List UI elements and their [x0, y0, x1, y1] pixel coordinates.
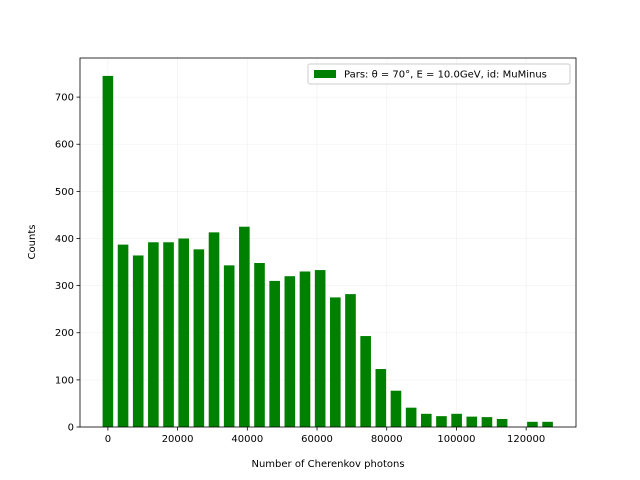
bar: [436, 416, 447, 427]
bar: [102, 75, 114, 427]
x-tick-label: 120000: [507, 434, 545, 445]
bar: [496, 418, 508, 427]
y-axis-label: Counts: [27, 225, 38, 260]
y-tick-label: 400: [55, 234, 74, 245]
bar: [390, 390, 402, 427]
y-tick-label: 100: [55, 375, 74, 386]
bar: [254, 263, 265, 427]
y-tick-label: 700: [55, 93, 74, 104]
bar: [330, 297, 341, 427]
bar: [542, 421, 553, 427]
bar: [360, 336, 371, 427]
bar: [223, 265, 235, 427]
x-tick-label: 60000: [301, 434, 333, 445]
bar: [208, 232, 220, 427]
y-tick-label: 500: [55, 187, 74, 198]
bar: [193, 249, 205, 427]
bar: [481, 417, 493, 427]
bar: [148, 242, 159, 427]
legend-frame: [307, 63, 571, 85]
bar: [163, 242, 174, 427]
x-tick-label: 40000: [231, 434, 263, 445]
x-tick-label: 100000: [437, 434, 475, 445]
bar: [345, 294, 356, 427]
bar: [284, 276, 296, 427]
bar: [117, 244, 129, 427]
bar: [420, 413, 432, 427]
bar: [451, 413, 462, 427]
bar: [527, 421, 538, 427]
bar: [466, 416, 478, 427]
bar: [132, 255, 144, 427]
y-tick-label: 0: [68, 423, 74, 434]
axes-frame: [79, 57, 577, 428]
bar: [269, 280, 280, 427]
legend: Pars: θ = 70°, E = 10.0GeV, id: MuMinus: [307, 63, 571, 85]
y-tick-label: 200: [55, 328, 74, 339]
bar: [375, 369, 387, 427]
legend-label: Pars: θ = 70°, E = 10.0GeV, id: MuMinus: [344, 70, 547, 81]
legend-swatch: [314, 70, 336, 78]
x-tick-label: 80000: [371, 434, 403, 445]
y-tick-label: 300: [55, 281, 74, 292]
bar: [299, 271, 311, 427]
x-tick-label: 0: [105, 434, 111, 445]
bar: [239, 226, 250, 427]
bar: [405, 407, 417, 427]
bar: [314, 270, 326, 427]
x-tick-label: 20000: [162, 434, 194, 445]
x-axis-label: Number of Cherenkov photons: [251, 459, 404, 470]
bar: [178, 238, 190, 427]
y-tick-label: 600: [55, 140, 74, 151]
